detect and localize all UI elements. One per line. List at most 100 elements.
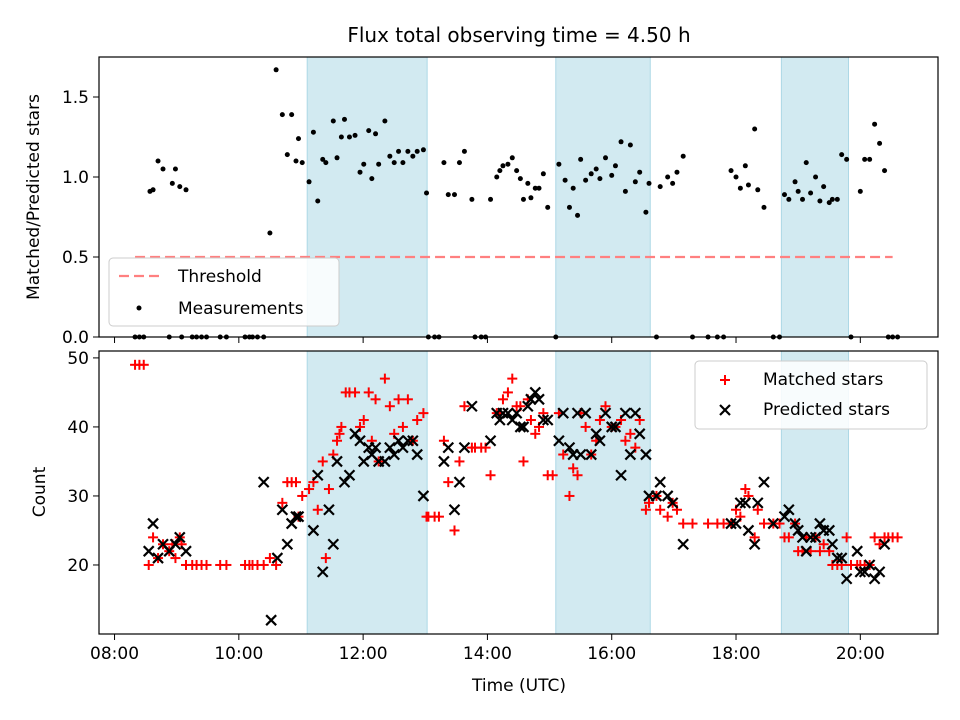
measurement-point (150, 187, 156, 193)
marker-stroke (792, 524, 804, 537)
matched-star-marker (783, 532, 794, 543)
y-tick-label: 1.0 (62, 168, 89, 188)
measurement-point (646, 180, 652, 186)
predicted-star-marker (522, 400, 534, 412)
predicted-star-marker (851, 545, 863, 557)
measurement-point (387, 153, 393, 159)
ratio-plot-frame (98, 56, 939, 338)
x-tick-label: 20:00 (836, 644, 885, 664)
y-tick-label: 20 (67, 556, 89, 576)
observing-window-band (780, 56, 850, 338)
marker-stroke (331, 455, 343, 468)
marker-stroke (502, 407, 514, 419)
measurement-point (674, 169, 680, 175)
predicted-star-marker (835, 552, 848, 564)
predicted-star-marker (624, 448, 637, 461)
legend-measurements-label: Measurements (178, 299, 304, 319)
marker-stroke (835, 552, 848, 564)
marker-stroke (397, 441, 409, 454)
measurement-point (279, 112, 285, 118)
measurement-point (509, 155, 515, 161)
marker-stroke (624, 448, 637, 461)
predicted-star-marker (307, 524, 320, 537)
predicted-star-marker (734, 497, 747, 509)
measurement-point (373, 131, 379, 137)
matched-star-marker (393, 394, 404, 405)
measurement-point (155, 158, 161, 164)
ratio-legend: Threshold Measurements (108, 257, 340, 327)
measurement-point (267, 230, 273, 236)
y-tick-label: 0.5 (62, 248, 89, 268)
marker-stroke (742, 524, 755, 537)
marker-stroke (719, 404, 731, 416)
matched-star-marker (507, 373, 518, 384)
predicted-star-marker (442, 441, 455, 454)
ratio-legend-box (108, 257, 340, 327)
marker-stroke (863, 559, 876, 571)
matched-star-marker (558, 449, 569, 460)
measurement-point (670, 180, 676, 186)
measurement-point (528, 195, 534, 201)
measurement-point (665, 174, 671, 180)
marker-stroke (783, 503, 795, 516)
predicted-star-marker (563, 441, 576, 454)
matched-star-marker (568, 463, 579, 474)
matched-star-marker (350, 387, 361, 398)
predicted-star-marker (758, 476, 770, 488)
matched-star-marker (312, 504, 323, 515)
matched-star-marker (740, 484, 751, 495)
marker-stroke (417, 490, 430, 502)
matched-star-marker (892, 532, 903, 543)
marker-stroke (751, 497, 764, 509)
predicted-star-marker (402, 434, 414, 447)
marker-stroke (529, 386, 542, 399)
predicted-star-marker (719, 404, 731, 416)
marker-stroke (800, 545, 813, 557)
marker-stroke (677, 538, 689, 551)
predicted-star-marker (751, 497, 764, 509)
measurement-point (488, 196, 494, 202)
measurement-point (273, 67, 279, 73)
measurement-point (862, 156, 868, 162)
predicted-star-marker (354, 434, 366, 447)
predicted-star-marker (619, 407, 632, 419)
matched-star-marker (271, 559, 282, 570)
marker-stroke (725, 517, 737, 530)
measurement-point (745, 182, 751, 188)
measurement-point (310, 129, 316, 135)
predicted-star-marker (873, 566, 886, 578)
marker-stroke (438, 455, 450, 468)
marker-stroke (257, 476, 270, 488)
matched-star-marker (525, 415, 536, 426)
matched-star-marker (258, 559, 269, 570)
marker-stroke (497, 407, 509, 419)
predicted-star-marker (767, 517, 780, 530)
marker-stroke (349, 428, 361, 440)
predicted-star-marker (369, 441, 382, 454)
matched-star-marker (304, 484, 315, 495)
predicted-star-marker (497, 407, 509, 419)
marker-stroke (615, 469, 627, 482)
marker-stroke (563, 441, 576, 454)
predicted-star-marker (858, 566, 871, 578)
legend-predicted-swatch (719, 404, 731, 416)
matched-star-marker (720, 375, 730, 385)
count-x-ticks: 08:00 10:00 12:00 14:00 16:00 18:00 20:00 (90, 634, 885, 664)
measurement-point (593, 166, 599, 172)
predicted-star-marker (407, 434, 419, 447)
measurement-point (570, 185, 576, 191)
marker-stroke (448, 503, 461, 516)
marker-stroke (169, 538, 182, 551)
marker-stroke (292, 510, 305, 523)
measurement-point (183, 187, 189, 193)
predicted-star-marker (338, 476, 351, 488)
marker-stroke (510, 407, 523, 419)
marker-stroke (778, 510, 791, 523)
predicted-star-marker (379, 455, 391, 468)
marker-stroke (579, 407, 592, 419)
measurement-point (420, 147, 426, 153)
matched-star-marker (749, 532, 760, 543)
predicted-star-marker (590, 428, 602, 440)
predicted-star-marker (349, 428, 361, 440)
